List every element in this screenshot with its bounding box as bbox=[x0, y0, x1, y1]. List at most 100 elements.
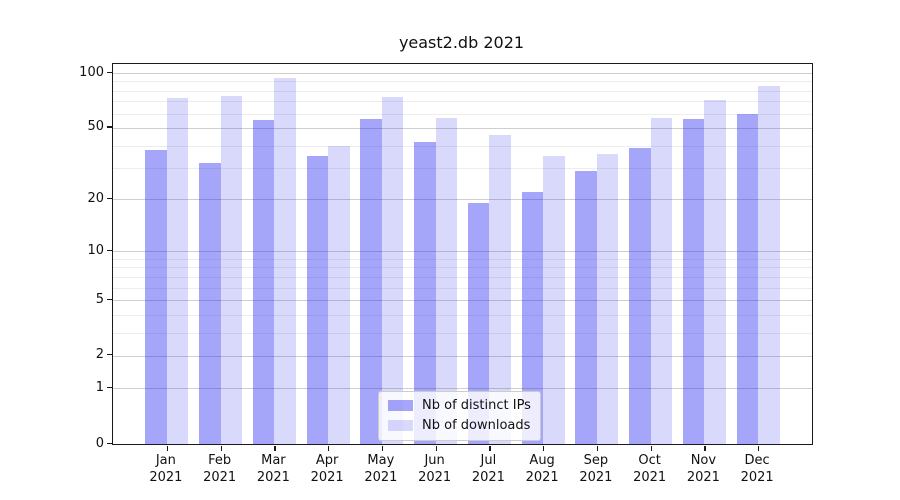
bar-group-apr bbox=[301, 64, 355, 451]
x-axis-tick-mark bbox=[704, 445, 706, 451]
bar-distinct-ips bbox=[306, 155, 329, 444]
y-axis-tick-label: 1 bbox=[95, 379, 104, 395]
gridline-major bbox=[113, 199, 812, 201]
gridline-major bbox=[113, 388, 812, 390]
bar-group-jan bbox=[140, 64, 194, 451]
bar-group-nov bbox=[678, 64, 732, 451]
bar-downloads bbox=[704, 100, 726, 444]
y-axis-tick-mark bbox=[107, 354, 112, 356]
y-axis-tick-mark bbox=[107, 126, 112, 128]
bar-distinct-ips bbox=[521, 192, 544, 444]
bar-distinct-ips bbox=[575, 170, 597, 444]
legend-item-distinct-ips: Nb of distinct IPs bbox=[388, 397, 531, 414]
x-axis-tick-mark bbox=[650, 445, 652, 451]
bar-group-dec bbox=[731, 64, 785, 451]
x-axis-tick-mark bbox=[381, 445, 384, 451]
y-axis-tick-label: 2 bbox=[95, 347, 104, 363]
gridline-minor bbox=[113, 314, 812, 316]
bar-distinct-ips bbox=[682, 119, 705, 444]
x-axis-tick-label: Apr 2021 bbox=[310, 453, 344, 485]
bar-distinct-ips bbox=[736, 113, 759, 444]
gridline-minor bbox=[113, 332, 812, 334]
x-axis-tick-label: Dec 2021 bbox=[740, 453, 774, 485]
bar-downloads bbox=[650, 117, 673, 444]
gridline-minor bbox=[113, 101, 812, 103]
x-axis-tick-label: Jul 2021 bbox=[471, 453, 505, 485]
gridline-major bbox=[113, 300, 812, 301]
x-axis-tick-label: Aug 2021 bbox=[525, 453, 559, 485]
bar-downloads bbox=[220, 95, 243, 444]
gridline-major bbox=[113, 251, 812, 253]
x-axis-tick-mark bbox=[220, 445, 222, 451]
y-axis-tick-label: 5 bbox=[95, 291, 104, 307]
bar-downloads bbox=[435, 117, 458, 444]
bar-distinct-ips bbox=[629, 147, 651, 444]
bar-group-mar bbox=[248, 64, 302, 451]
bar-distinct-ips bbox=[360, 119, 382, 444]
y-axis-tick-label: 100 bbox=[79, 64, 104, 80]
bar-group-jun bbox=[409, 64, 463, 451]
x-axis-tick-mark bbox=[274, 445, 276, 451]
x-axis-tick-mark bbox=[758, 445, 760, 451]
y-axis-tick-label: 10 bbox=[87, 242, 104, 258]
x-axis-tick-label: Jun 2021 bbox=[418, 453, 452, 485]
bars-layer bbox=[113, 64, 812, 451]
bar-group-may bbox=[355, 64, 409, 451]
bar-downloads bbox=[758, 85, 780, 444]
bar-downloads bbox=[166, 98, 189, 444]
bar-downloads bbox=[596, 153, 619, 444]
gridline-minor bbox=[113, 90, 812, 92]
legend-label: Nb of distinct IPs bbox=[422, 398, 531, 413]
x-axis-tick-mark bbox=[596, 445, 599, 451]
bar-group-sep bbox=[570, 64, 624, 451]
legend: Nb of distinct IPs Nb of downloads bbox=[378, 391, 541, 441]
gridline-major bbox=[113, 73, 812, 74]
x-axis-tick-mark bbox=[489, 445, 491, 451]
x-axis-labels: Jan 2021 Feb 2021 Mar 2021 Apr 2021 May 2021… bbox=[112, 452, 811, 486]
y-axis-tick-label: 0 bbox=[95, 435, 104, 451]
x-axis-tick-label: Nov 2021 bbox=[686, 453, 720, 485]
x-axis-tick-mark bbox=[435, 445, 437, 451]
bar-downloads bbox=[489, 134, 511, 444]
y-axis-tick-label: 50 bbox=[87, 119, 104, 135]
y-axis-tick-mark bbox=[107, 71, 112, 73]
x-axis-tick-mark bbox=[328, 445, 330, 451]
bar-group-oct bbox=[624, 64, 678, 451]
gridline-minor bbox=[113, 81, 812, 83]
gridline-minor bbox=[113, 168, 812, 169]
gridline-major bbox=[113, 127, 812, 129]
x-axis-tick-label: Sep 2021 bbox=[579, 453, 613, 485]
bar-group-jul bbox=[463, 64, 517, 451]
gridline-minor bbox=[113, 276, 812, 278]
legend-label: Nb of downloads bbox=[422, 418, 531, 433]
plot-area bbox=[112, 63, 813, 451]
bar-distinct-ips bbox=[145, 149, 167, 444]
gridline-minor bbox=[113, 145, 812, 147]
bar-downloads bbox=[274, 77, 296, 444]
y-axis-tick-mark bbox=[107, 197, 112, 200]
legend-swatch-downloads bbox=[388, 420, 413, 431]
y-axis-tick-mark bbox=[107, 298, 112, 300]
bar-distinct-ips bbox=[199, 162, 221, 444]
bar-group-feb bbox=[194, 64, 248, 451]
x-axis-tick-label: Mar 2021 bbox=[256, 453, 290, 485]
bar-distinct-ips bbox=[467, 203, 490, 444]
bar-downloads bbox=[381, 96, 404, 444]
bar-distinct-ips bbox=[252, 120, 275, 444]
gridline-minor bbox=[113, 113, 812, 115]
y-axis-tick-label: 20 bbox=[87, 190, 104, 206]
gridline-minor bbox=[113, 267, 812, 269]
x-axis-tick-label: Jan 2021 bbox=[149, 453, 183, 485]
x-axis-tick-label: May 2021 bbox=[364, 453, 398, 485]
y-axis-tick-mark bbox=[107, 249, 112, 252]
y-axis-tick-mark bbox=[107, 442, 112, 444]
legend-item-downloads: Nb of downloads bbox=[388, 417, 531, 434]
legend-swatch-distinct-ips bbox=[388, 400, 413, 411]
gridline-major bbox=[113, 355, 812, 357]
y-axis-tick-mark bbox=[107, 386, 112, 389]
x-axis-tick-label: Feb 2021 bbox=[203, 453, 237, 485]
gridline-minor bbox=[113, 287, 812, 289]
bar-distinct-ips bbox=[414, 141, 436, 444]
x-axis-tick-label: Oct 2021 bbox=[633, 453, 667, 485]
